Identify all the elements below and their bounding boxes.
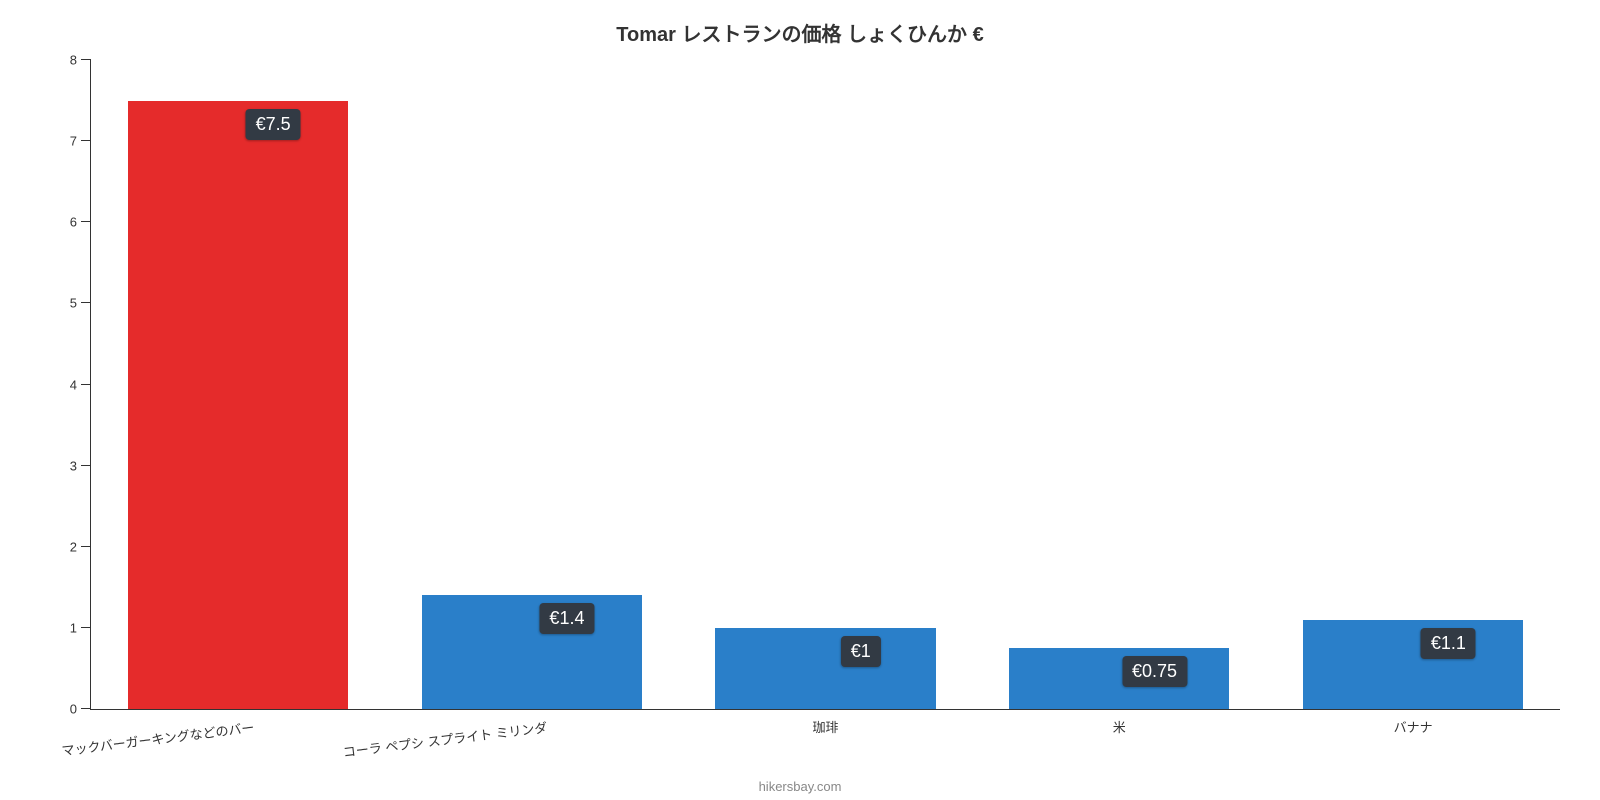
x-axis-label: 珈琲: [812, 717, 838, 736]
bar: [422, 595, 642, 709]
y-axis-label: 1: [70, 620, 91, 635]
chart-title: Tomar レストランの価格 しょくひんか €: [0, 0, 1600, 47]
y-axis-label: 2: [70, 539, 91, 554]
chart-container: Tomar レストランの価格 しょくひんか € €7.5マックバーガーキングなど…: [0, 0, 1600, 800]
y-axis-label: 8: [70, 53, 91, 68]
value-badge: €0.75: [1122, 656, 1187, 687]
plot-area: €7.5マックバーガーキングなどのバー€1.4コーラ ペプシ スプライト ミリン…: [90, 60, 1560, 710]
bars-layer: €7.5マックバーガーキングなどのバー€1.4コーラ ペプシ スプライト ミリン…: [91, 60, 1560, 709]
y-axis-label: 3: [70, 458, 91, 473]
value-badge: €1.1: [1421, 628, 1476, 659]
x-axis-label: バナナ: [1394, 717, 1433, 736]
y-axis-label: 7: [70, 134, 91, 149]
bar: [1009, 648, 1229, 709]
bar: [128, 101, 348, 709]
x-axis-label: コーラ ペプシ スプライト ミリンダ: [342, 717, 549, 761]
y-axis-label: 5: [70, 296, 91, 311]
value-badge: €1: [841, 636, 881, 667]
value-badge: €1.4: [539, 603, 594, 634]
x-axis-label: 米: [1113, 717, 1126, 736]
x-axis-label: マックバーガーキングなどのバー: [60, 717, 255, 759]
y-axis-label: 0: [70, 702, 91, 717]
attribution-text: hikersbay.com: [759, 779, 842, 794]
bar: [715, 628, 935, 709]
value-badge: €7.5: [246, 109, 301, 140]
bar: [1303, 620, 1523, 709]
y-axis-label: 4: [70, 377, 91, 392]
y-axis-label: 6: [70, 215, 91, 230]
